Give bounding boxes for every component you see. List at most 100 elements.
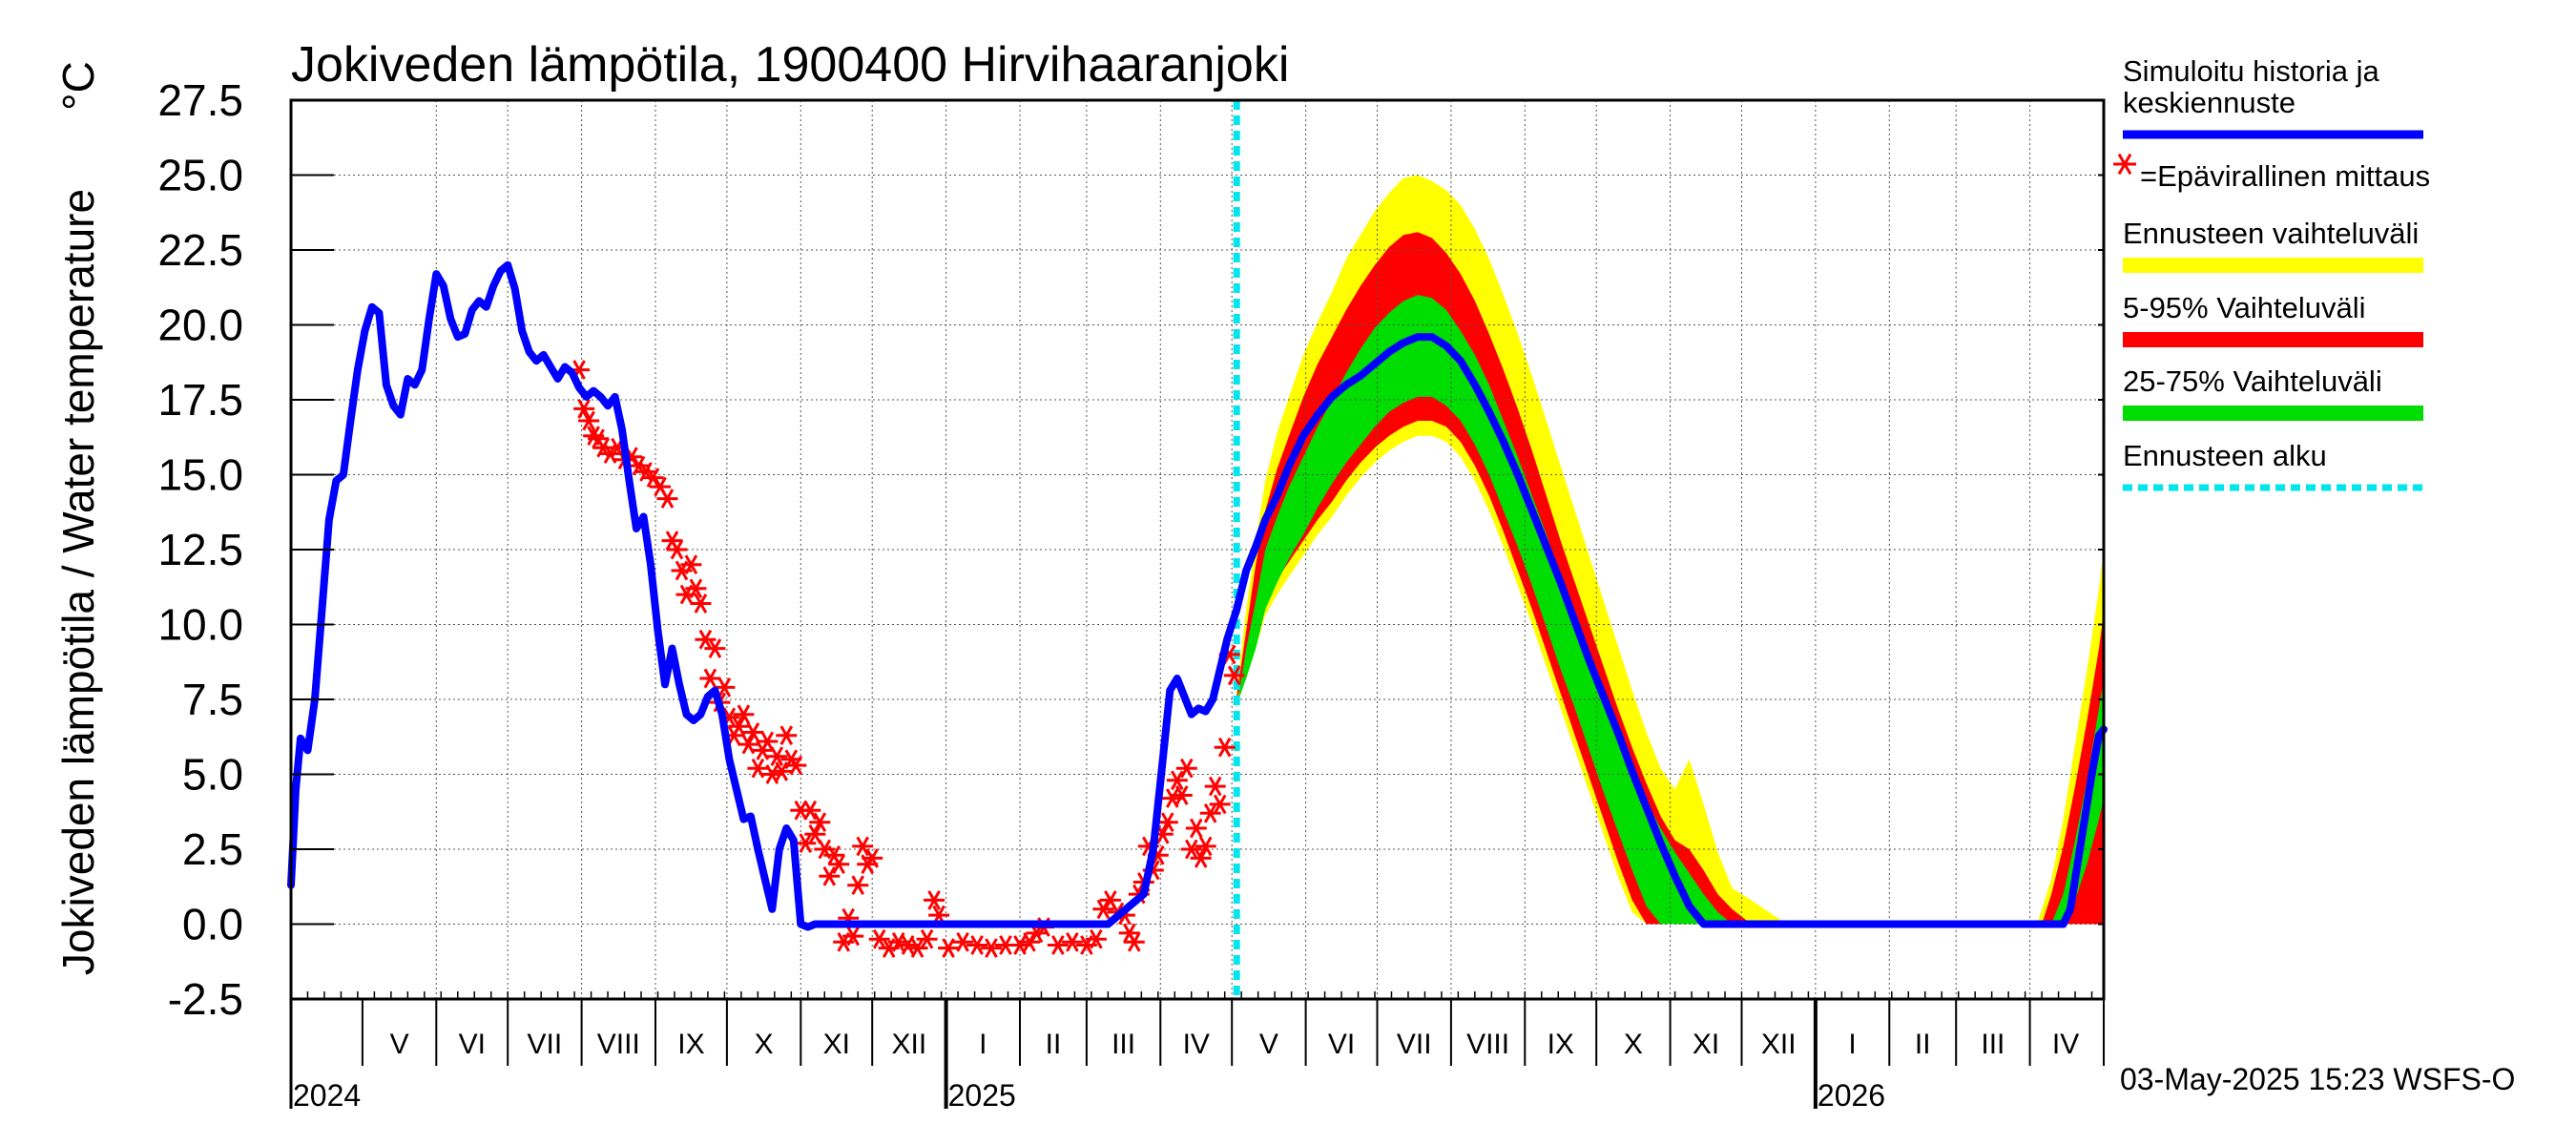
observation-point: [1061, 931, 1083, 952]
observation-point: [966, 935, 988, 955]
observation-point: [819, 865, 841, 886]
observation-point: [728, 716, 750, 737]
x-month-label: IV: [1183, 1029, 1210, 1060]
observation-point: [1085, 928, 1107, 949]
observation-point: [642, 468, 664, 488]
legend-obs-label: =Epävirallinen mittaus: [2140, 159, 2430, 193]
y-tick-label: 12.5: [157, 525, 243, 574]
observation-point: [852, 836, 874, 857]
y-axis-label: Jokiveden lämpötila / Water temperature: [53, 189, 103, 975]
x-month-label: II: [1915, 1029, 1931, 1060]
x-month-label: X: [1624, 1029, 1643, 1060]
observation-point: [737, 734, 759, 755]
observation-point: [868, 928, 890, 949]
observation-point: [795, 833, 817, 854]
observation-point: [573, 399, 595, 419]
legend-swatch-obs: [2113, 153, 2136, 176]
observation-point: [776, 725, 798, 746]
observation-point: [847, 875, 869, 896]
x-month-label: IX: [1548, 1029, 1574, 1060]
observation-point: [1156, 812, 1178, 833]
observation-point: [1166, 770, 1188, 791]
legend-sim-line2: keskiennuste: [2123, 86, 2296, 119]
x-month-label: IX: [677, 1029, 704, 1060]
x-month-label: V: [1259, 1029, 1278, 1060]
observation-point: [714, 677, 736, 697]
x-month-label: XI: [1693, 1029, 1719, 1060]
y-tick-label: 17.5: [157, 375, 243, 425]
legend-fstart-label: Ennusteen alku: [2123, 439, 2327, 472]
observation-point: [924, 890, 945, 910]
observation-point: [742, 722, 764, 742]
observation-point: [1123, 931, 1145, 952]
legend-swatch-range: [2123, 258, 2423, 273]
observation-point: [809, 812, 831, 833]
grid: [291, 99, 2104, 1000]
y-tick-label: 2.5: [182, 824, 243, 874]
x-month-label: X: [755, 1029, 774, 1060]
observation-point: [1204, 776, 1226, 797]
observation-point: [1195, 836, 1216, 857]
observation-point: [1209, 794, 1231, 815]
legend-range-label: Ennusteen vaihteluväli: [2123, 217, 2419, 250]
legend-swatch-p5-95: [2123, 332, 2423, 347]
x-year-label: 2024: [293, 1078, 361, 1113]
observation-point: [1199, 802, 1221, 823]
observation-point: [1047, 935, 1069, 955]
y-tick-label: 20.0: [157, 301, 243, 350]
y-tick-label: 25.0: [157, 151, 243, 200]
observation-point: [906, 938, 928, 958]
observation-point: [785, 755, 807, 776]
x-month-label: VI: [1328, 1029, 1355, 1060]
observation-point: [699, 668, 721, 689]
observation-point: [666, 539, 688, 560]
forecast-bands: [1236, 175, 2104, 925]
x-month-label: II: [1046, 1029, 1062, 1060]
observation-point: [916, 928, 938, 949]
observation-point: [656, 489, 678, 509]
observation-point: [1019, 931, 1040, 952]
legend-sim-line1: Simuloitu historia ja: [2123, 54, 2380, 88]
y-tick-label: 22.5: [157, 225, 243, 275]
y-tick-label: 27.5: [157, 75, 243, 125]
observation-point: [704, 638, 726, 658]
observation-point: [1171, 785, 1193, 805]
observation-point: [952, 931, 974, 952]
x-month-label: VIII: [1466, 1029, 1509, 1060]
x-year-label: 2026: [1818, 1078, 1885, 1113]
observation-point: [733, 704, 755, 725]
observation-point: [842, 926, 864, 947]
observation-point: [804, 823, 826, 844]
x-month-label: I: [1848, 1029, 1856, 1060]
observation-point: [938, 938, 960, 958]
observation-point: [680, 554, 702, 575]
chart-text: 27.5 25.0 22.5 20.0 17.5 15.0 12.5 10.0 7.5 5.0 2.…: [53, 37, 2515, 1113]
observation-point: [578, 410, 600, 431]
x-month-label: VII: [1397, 1029, 1432, 1060]
observation-point: [695, 629, 717, 650]
y-tick-label: 10.0: [157, 600, 243, 650]
x-month-label: V: [390, 1029, 409, 1060]
x-month-label: VII: [528, 1029, 563, 1060]
y-tick-label: 5.0: [182, 750, 243, 800]
y-tick-label: 0.0: [182, 900, 243, 949]
chart-title: Jokiveden lämpötila, 1900400 Hirvihaaran…: [291, 37, 1289, 93]
observation-point: [685, 578, 707, 599]
legend-p25-75-label: 25-75% Vaihteluväli: [2123, 364, 2382, 398]
observation-point: [766, 746, 788, 767]
x-month-label: XII: [1761, 1029, 1797, 1060]
simulated-series: [287, 260, 2108, 931]
observation-point: [757, 731, 779, 752]
observation-point: [1190, 848, 1212, 868]
y-tick-label: 7.5: [182, 675, 243, 724]
observation-point: [1214, 737, 1236, 758]
y-axis-unit: °C: [53, 61, 103, 111]
observation-point: [1175, 758, 1197, 779]
observation-point: [981, 938, 1002, 958]
observation-point: [800, 800, 821, 821]
x-month-label: VI: [459, 1029, 486, 1060]
legend-p5-95-label: 5-95% Vaihteluväli: [2123, 291, 2365, 324]
x-month-label: XII: [892, 1029, 927, 1060]
